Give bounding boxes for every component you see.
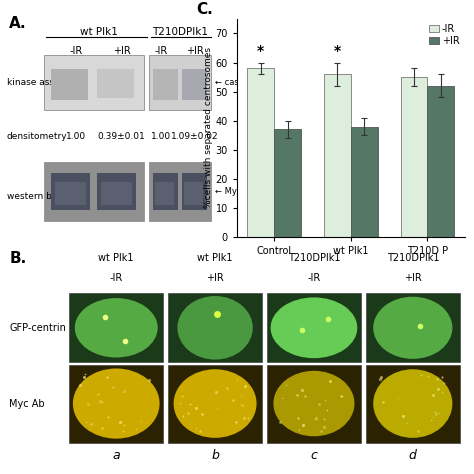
Bar xyxy=(168,365,262,443)
Bar xyxy=(247,68,274,237)
Bar xyxy=(267,365,361,443)
Text: Myc Ab: Myc Ab xyxy=(9,399,45,409)
Text: 1.09±0.02: 1.09±0.02 xyxy=(171,132,219,141)
Ellipse shape xyxy=(373,369,452,438)
Bar xyxy=(51,69,88,100)
Bar xyxy=(155,182,173,205)
Bar xyxy=(401,77,428,237)
Text: -IR: -IR xyxy=(109,273,123,283)
Text: 0.39±0.01: 0.39±0.01 xyxy=(98,132,146,141)
Bar xyxy=(149,162,211,221)
Ellipse shape xyxy=(373,297,452,359)
Y-axis label: %cells with separated centrosomes: %cells with separated centrosomes xyxy=(204,47,213,209)
Text: b: b xyxy=(211,449,219,463)
Text: -IR: -IR xyxy=(307,273,320,283)
Text: wt Plk1: wt Plk1 xyxy=(80,27,118,37)
Text: ← casein: ← casein xyxy=(215,78,252,87)
Bar xyxy=(324,74,351,237)
Text: 1.00: 1.00 xyxy=(65,132,86,141)
Text: T210DPlk1: T210DPlk1 xyxy=(288,253,340,263)
Text: T210DPlk1: T210DPlk1 xyxy=(152,27,208,37)
Ellipse shape xyxy=(75,298,158,357)
Text: A.: A. xyxy=(9,16,27,31)
Text: *: * xyxy=(257,44,264,58)
Ellipse shape xyxy=(173,369,256,438)
Text: 1.00: 1.00 xyxy=(151,132,171,141)
Text: kinase assay: kinase assay xyxy=(7,78,64,87)
Bar xyxy=(97,69,134,98)
Text: -IR: -IR xyxy=(155,46,168,56)
Bar xyxy=(100,182,132,205)
Bar xyxy=(184,182,203,205)
Bar xyxy=(45,55,145,109)
Bar xyxy=(428,86,454,237)
Ellipse shape xyxy=(271,297,357,358)
Text: -IR: -IR xyxy=(69,46,82,56)
Bar xyxy=(182,173,207,210)
Text: GFP-centrin: GFP-centrin xyxy=(9,323,66,333)
Text: c: c xyxy=(310,449,318,463)
Text: *: * xyxy=(334,44,341,58)
Text: d: d xyxy=(409,449,417,463)
Bar xyxy=(69,293,164,362)
Text: C.: C. xyxy=(196,1,213,17)
Text: B.: B. xyxy=(9,251,27,266)
Bar xyxy=(97,173,136,210)
Text: +IR: +IR xyxy=(186,46,203,56)
Text: wt Plk1: wt Plk1 xyxy=(197,253,233,263)
Bar xyxy=(168,293,262,362)
Text: densitometry: densitometry xyxy=(7,132,67,141)
Text: +IR: +IR xyxy=(206,273,224,283)
Bar xyxy=(55,182,86,205)
Text: T210DPlk1: T210DPlk1 xyxy=(386,253,439,263)
Text: a: a xyxy=(112,449,120,463)
Bar xyxy=(267,293,361,362)
Text: western blot: western blot xyxy=(7,191,64,201)
Text: wt Plk1: wt Plk1 xyxy=(99,253,134,263)
Text: ← Myc Plk1: ← Myc Plk1 xyxy=(215,187,262,196)
Bar xyxy=(153,69,178,100)
Bar xyxy=(365,365,460,443)
Bar xyxy=(182,69,207,100)
Bar xyxy=(274,129,301,237)
Legend: -IR, +IR: -IR, +IR xyxy=(429,24,460,46)
Text: +IR: +IR xyxy=(113,46,130,56)
Text: +IR: +IR xyxy=(404,273,422,283)
Bar xyxy=(365,293,460,362)
Bar xyxy=(149,55,211,109)
Bar xyxy=(69,365,164,443)
Bar xyxy=(153,173,178,210)
Bar xyxy=(45,162,145,221)
Ellipse shape xyxy=(273,371,355,436)
Ellipse shape xyxy=(73,368,160,438)
Bar xyxy=(351,127,378,237)
Bar xyxy=(51,173,90,210)
Ellipse shape xyxy=(177,296,253,360)
